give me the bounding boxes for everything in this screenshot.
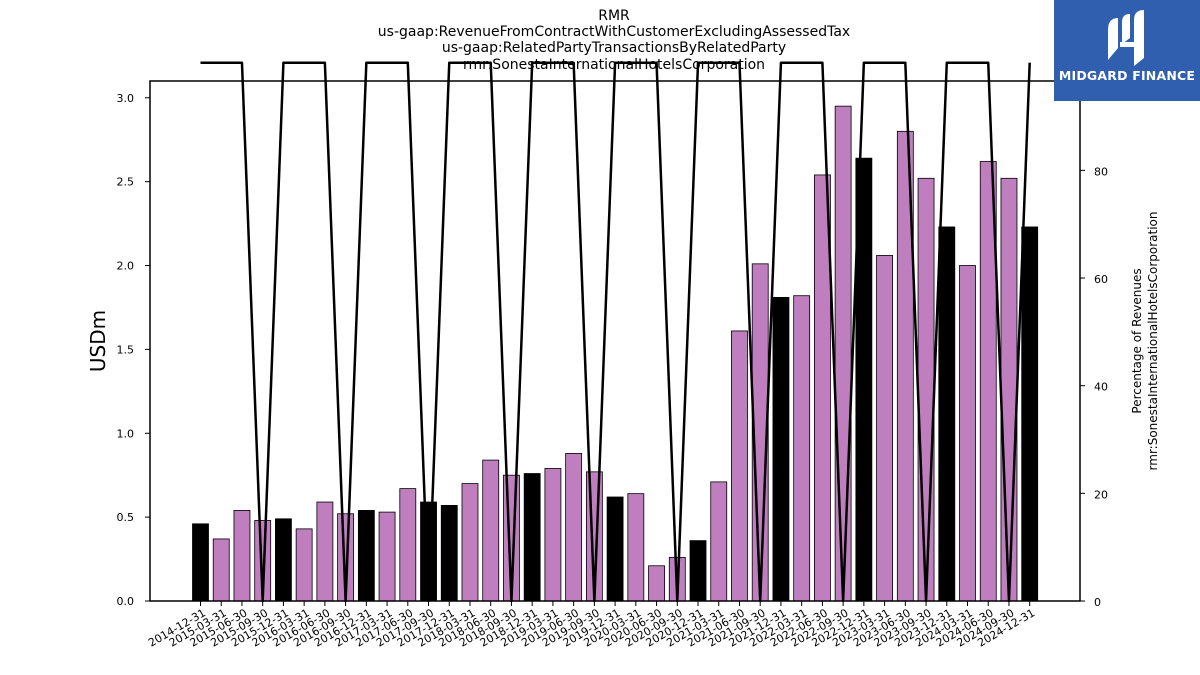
bar-2023-09-30 xyxy=(917,177,935,602)
bar-2022-03-31 xyxy=(793,295,811,602)
bar-2020-03-31 xyxy=(627,493,645,602)
bar-2019-03-31 xyxy=(544,468,562,602)
y-tick-label-6: 3.0 xyxy=(117,92,135,105)
y2-tick-label-1: 20 xyxy=(1094,488,1108,501)
y2-tick-label-4: 80 xyxy=(1094,165,1108,178)
y2-tick-label-3: 60 xyxy=(1094,273,1108,286)
bar-2018-12-31 xyxy=(523,473,541,602)
line-layer xyxy=(200,61,1031,603)
y-tick-label-4: 2.0 xyxy=(117,260,135,273)
y-tick-label-5: 2.5 xyxy=(117,176,135,189)
bar-2019-06-30 xyxy=(565,452,583,602)
bar-2020-06-30 xyxy=(648,565,665,602)
y2-tick-label-2: 40 xyxy=(1094,381,1108,394)
bar-2023-03-31 xyxy=(876,255,893,602)
y-tick-label-0: 0.0 xyxy=(117,595,135,608)
bar-2021-06-30 xyxy=(731,330,748,602)
y2-tick-label-0: 0 xyxy=(1094,596,1101,609)
y-axis-label: USDm xyxy=(86,310,110,372)
logo-text: MIDGARD FINANCE xyxy=(1058,68,1196,83)
bar-2024-12-31 xyxy=(1021,226,1039,602)
y-tick-label-1: 0.5 xyxy=(117,511,135,524)
bar-2024-09-30 xyxy=(1000,177,1018,602)
bar-2018-06-30 xyxy=(482,459,500,602)
bar-2016-12-31 xyxy=(357,510,375,602)
axes-layer: 0.00.51.01.52.02.53.00204060801002014-12… xyxy=(117,58,1116,650)
chart-title-line-3: us-gaap:RelatedPartyTransactionsByRelate… xyxy=(442,40,786,56)
chart-title-line-1: RMR xyxy=(598,8,630,24)
bar-2017-06-30 xyxy=(399,488,417,602)
y-tick-label-3: 1.5 xyxy=(117,343,135,356)
bar-2021-12-31 xyxy=(772,296,790,602)
bars-layer xyxy=(192,105,1039,602)
bar-2017-03-31 xyxy=(378,511,396,602)
midgard-logo-icon xyxy=(1108,10,1144,66)
y-tick-label-2: 1.0 xyxy=(117,427,135,440)
bar-2015-12-31 xyxy=(275,518,292,602)
percentage-line xyxy=(200,61,1031,603)
bar-2024-03-31 xyxy=(959,265,976,602)
bar-2018-03-31 xyxy=(461,483,479,602)
y2-axis-label-line-1: Percentage of Revenues xyxy=(1130,268,1144,413)
bar-2021-03-31 xyxy=(710,481,728,602)
bar-2019-12-31 xyxy=(606,496,624,602)
chart-title-line-2: us-gaap:RevenueFromContractWithCustomerE… xyxy=(378,24,850,40)
bar-2020-12-31 xyxy=(689,540,707,602)
bar-2016-03-31 xyxy=(295,528,313,602)
logo-badge: MIDGARD FINANCE xyxy=(1054,0,1200,101)
bar-2015-03-31 xyxy=(212,538,230,602)
bar-2022-09-30 xyxy=(834,105,852,602)
bar-2023-12-31 xyxy=(938,226,956,602)
bar-2017-12-31 xyxy=(440,504,458,602)
bar-2016-06-30 xyxy=(316,501,334,602)
bar-2014-12-31 xyxy=(192,523,209,602)
bar-2015-06-30 xyxy=(233,510,251,602)
y2-axis-label-line-2: rmr:SonestaInternationalHotelsCorporatio… xyxy=(1146,212,1160,471)
